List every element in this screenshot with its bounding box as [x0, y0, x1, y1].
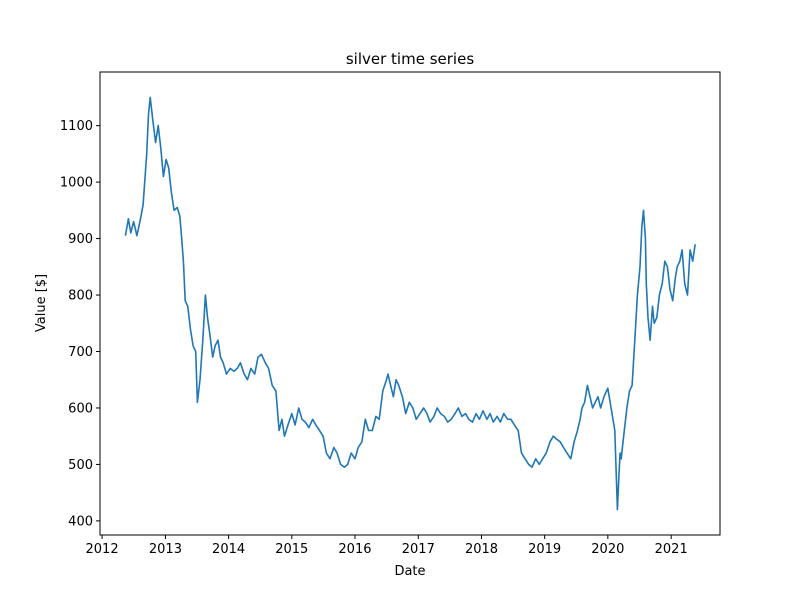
- y-tick-label: 700: [68, 345, 93, 360]
- plot-area: [124, 96, 696, 511]
- y-tick-label: 1000: [60, 176, 93, 191]
- x-tick-label: 2018: [465, 542, 498, 557]
- y-tick-label: 400: [68, 514, 93, 529]
- x-tick-label: 2014: [212, 542, 245, 557]
- plot-frame: [99, 71, 721, 536]
- x-tick-label: 2020: [591, 542, 624, 557]
- x-tick-label: 2012: [86, 542, 119, 557]
- x-tick-label: 2016: [338, 542, 371, 557]
- series-line: [124, 96, 696, 511]
- x-tick-label: 2013: [149, 542, 182, 557]
- y-tick-label: 600: [68, 401, 93, 416]
- chart-title: silver time series: [346, 50, 474, 68]
- y-axis: 400 500 600 700 800 900 1000 1100: [60, 119, 100, 529]
- x-tick-label: 2015: [275, 542, 308, 557]
- y-tick-label: 800: [68, 289, 93, 304]
- y-tick-label: 1100: [60, 119, 93, 134]
- x-tick-label: 2019: [528, 542, 561, 557]
- y-axis-label: Value [$]: [34, 274, 49, 332]
- y-tick-label: 900: [68, 232, 93, 247]
- y-tick-label: 500: [68, 458, 93, 473]
- x-axis-label: Date: [394, 564, 425, 579]
- x-tick-label: 2017: [402, 542, 435, 557]
- x-axis: 2012 2013 2014 2015 2016 2017 2018 2019 2020 2021: [86, 535, 688, 557]
- x-tick-label: 2021: [655, 542, 688, 557]
